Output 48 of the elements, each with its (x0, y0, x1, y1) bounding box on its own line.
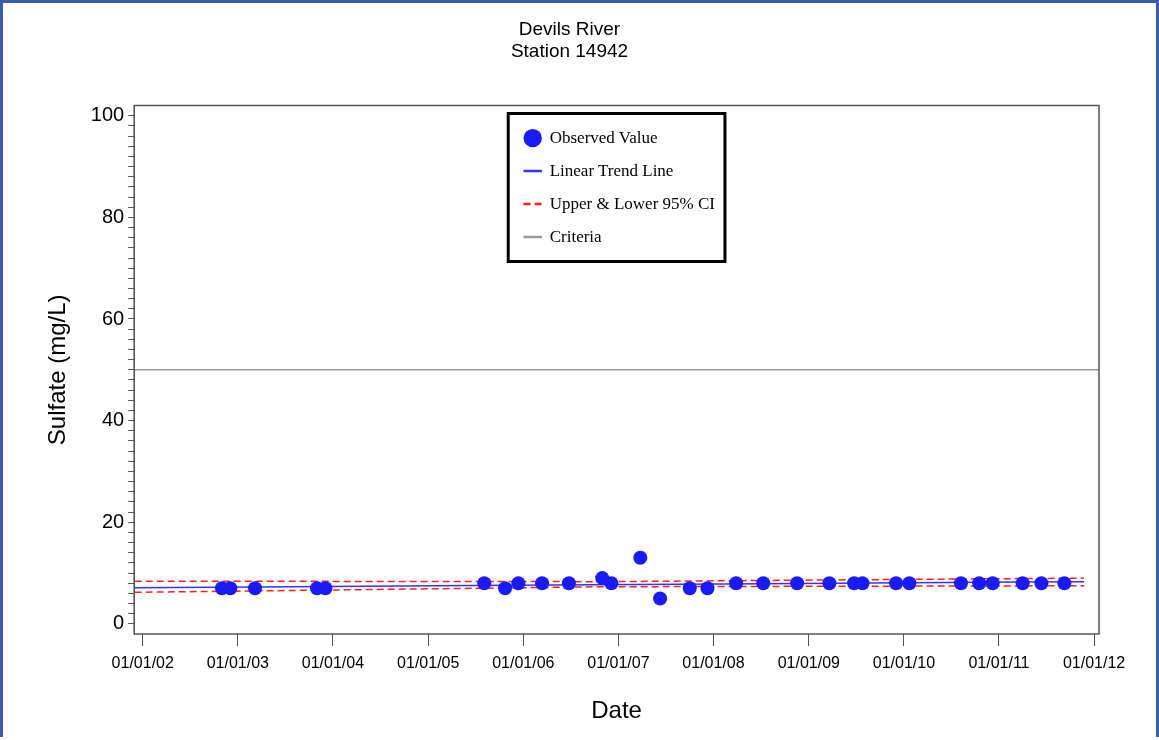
point (700, 581, 715, 596)
x-tick-label: 01/01/09 (777, 654, 841, 672)
x-tick-label: 01/01/02 (111, 654, 175, 672)
point (1057, 576, 1072, 591)
x-tick-label: 01/01/12 (1062, 654, 1126, 672)
y-tick-label: 40 (101, 408, 125, 431)
point (822, 576, 837, 591)
x-axis-title: Date (591, 696, 642, 724)
legend-label: Observed Value (549, 127, 658, 147)
point (561, 576, 576, 591)
y-tick-label: 20 (101, 509, 125, 532)
point (604, 576, 619, 591)
y-tick-label: 0 (113, 611, 125, 634)
point (1015, 576, 1030, 591)
chart-subtitle: Station 14942 (510, 40, 629, 62)
legend-label: Linear Trend Line (549, 160, 674, 180)
point (248, 581, 263, 596)
x-tick-label: 01/01/05 (397, 654, 460, 672)
x-tick-label: 01/01/11 (968, 654, 1030, 672)
point (511, 576, 526, 591)
point (535, 576, 550, 591)
point (1034, 576, 1049, 591)
x-tick-label: 01/01/06 (492, 654, 555, 672)
y-axis-title: Sulfate (mg/L) (43, 294, 71, 446)
legend-label: Upper & Lower 95% CI (549, 193, 716, 213)
point (889, 576, 904, 591)
point (985, 576, 1000, 591)
x-tick-label: 01/01/08 (682, 654, 745, 672)
point (972, 576, 987, 591)
point (902, 576, 917, 591)
chart-title: Devils River (518, 17, 621, 39)
x-tick-label: 01/01/07 (587, 654, 650, 672)
point (682, 581, 697, 596)
y-tick-label: 100 (90, 103, 125, 126)
point (653, 591, 668, 606)
x-tick-label: 01/01/10 (872, 654, 936, 672)
x-tick-label: 01/01/04 (301, 654, 365, 672)
y-tick-label: 80 (101, 204, 125, 227)
point (633, 550, 648, 565)
point (756, 576, 771, 591)
point (498, 581, 513, 596)
point (790, 576, 805, 591)
point (729, 576, 744, 591)
point (953, 576, 968, 591)
legend-label: Criteria (549, 226, 603, 246)
x-tick-label: 01/01/03 (206, 654, 270, 672)
point (477, 576, 492, 591)
y-tick-label: 60 (101, 306, 125, 329)
